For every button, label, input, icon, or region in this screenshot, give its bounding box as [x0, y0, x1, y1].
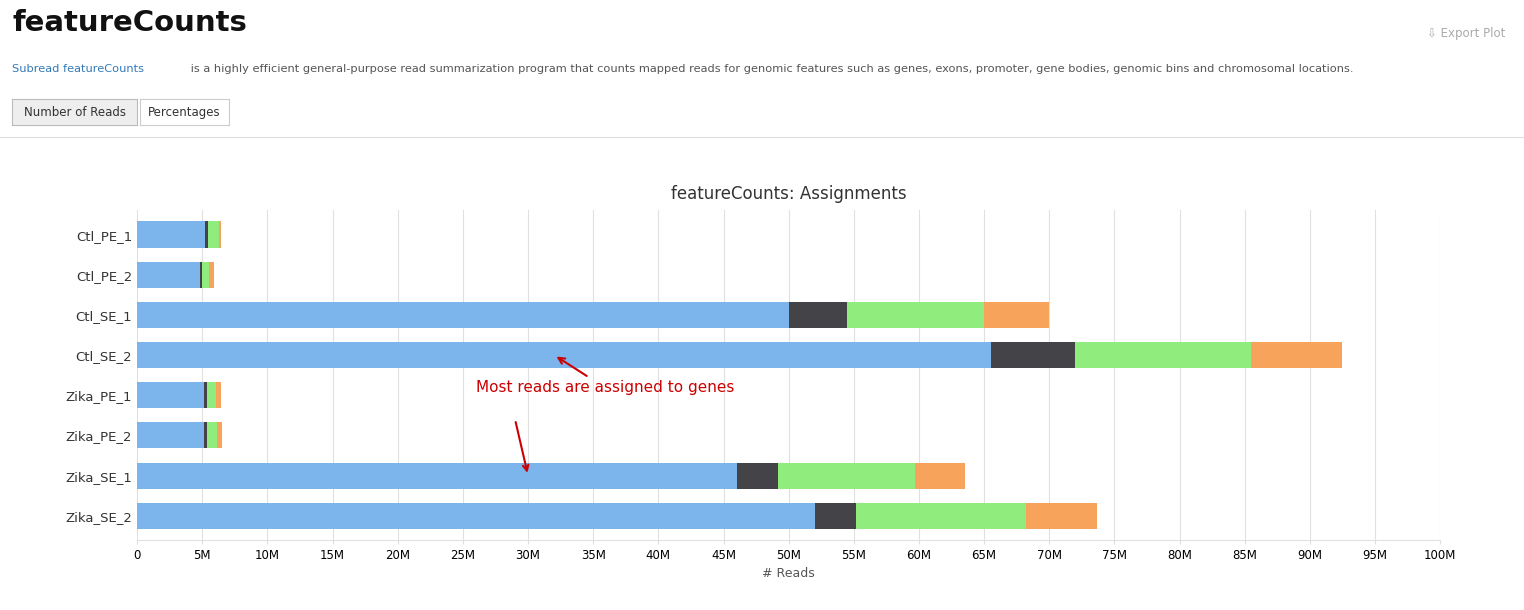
Bar — [137, 382, 204, 408]
Bar — [218, 221, 221, 248]
Bar — [137, 262, 200, 288]
Bar — [847, 302, 985, 328]
X-axis label: # Reads: # Reads — [762, 567, 815, 581]
Bar — [216, 382, 221, 408]
Bar — [209, 221, 218, 248]
Bar — [204, 221, 209, 248]
Bar — [137, 503, 815, 529]
Bar — [218, 422, 223, 448]
Bar — [137, 422, 204, 448]
Bar — [779, 462, 914, 489]
Bar — [137, 462, 736, 489]
Text: Percentages: Percentages — [148, 106, 221, 119]
Bar — [788, 302, 847, 328]
Bar — [207, 422, 218, 448]
Bar — [207, 382, 216, 408]
Bar — [209, 262, 213, 288]
Bar — [137, 221, 204, 248]
Bar — [137, 342, 991, 368]
Bar — [137, 302, 788, 328]
Text: Subread featureCounts: Subread featureCounts — [12, 64, 145, 74]
Bar — [1076, 342, 1251, 368]
Text: Number of Reads: Number of Reads — [24, 106, 125, 119]
Bar — [201, 262, 209, 288]
Bar — [204, 422, 207, 448]
Bar — [1251, 342, 1343, 368]
Text: featureCounts: featureCounts — [12, 9, 247, 37]
Bar — [736, 462, 779, 489]
Text: Most reads are assigned to genes: Most reads are assigned to genes — [475, 358, 735, 395]
Bar — [991, 342, 1076, 368]
Bar — [1026, 503, 1097, 529]
Bar — [856, 503, 1026, 529]
Bar — [815, 503, 856, 529]
Text: is a highly efficient general-purpose read summarization program that counts map: is a highly efficient general-purpose re… — [187, 64, 1353, 74]
Bar — [985, 302, 1049, 328]
Bar — [204, 382, 207, 408]
Text: ⇩ Export Plot: ⇩ Export Plot — [1428, 27, 1506, 40]
Bar — [914, 462, 965, 489]
Title: featureCounts: Assignments: featureCounts: Assignments — [671, 185, 907, 203]
Bar — [200, 262, 201, 288]
